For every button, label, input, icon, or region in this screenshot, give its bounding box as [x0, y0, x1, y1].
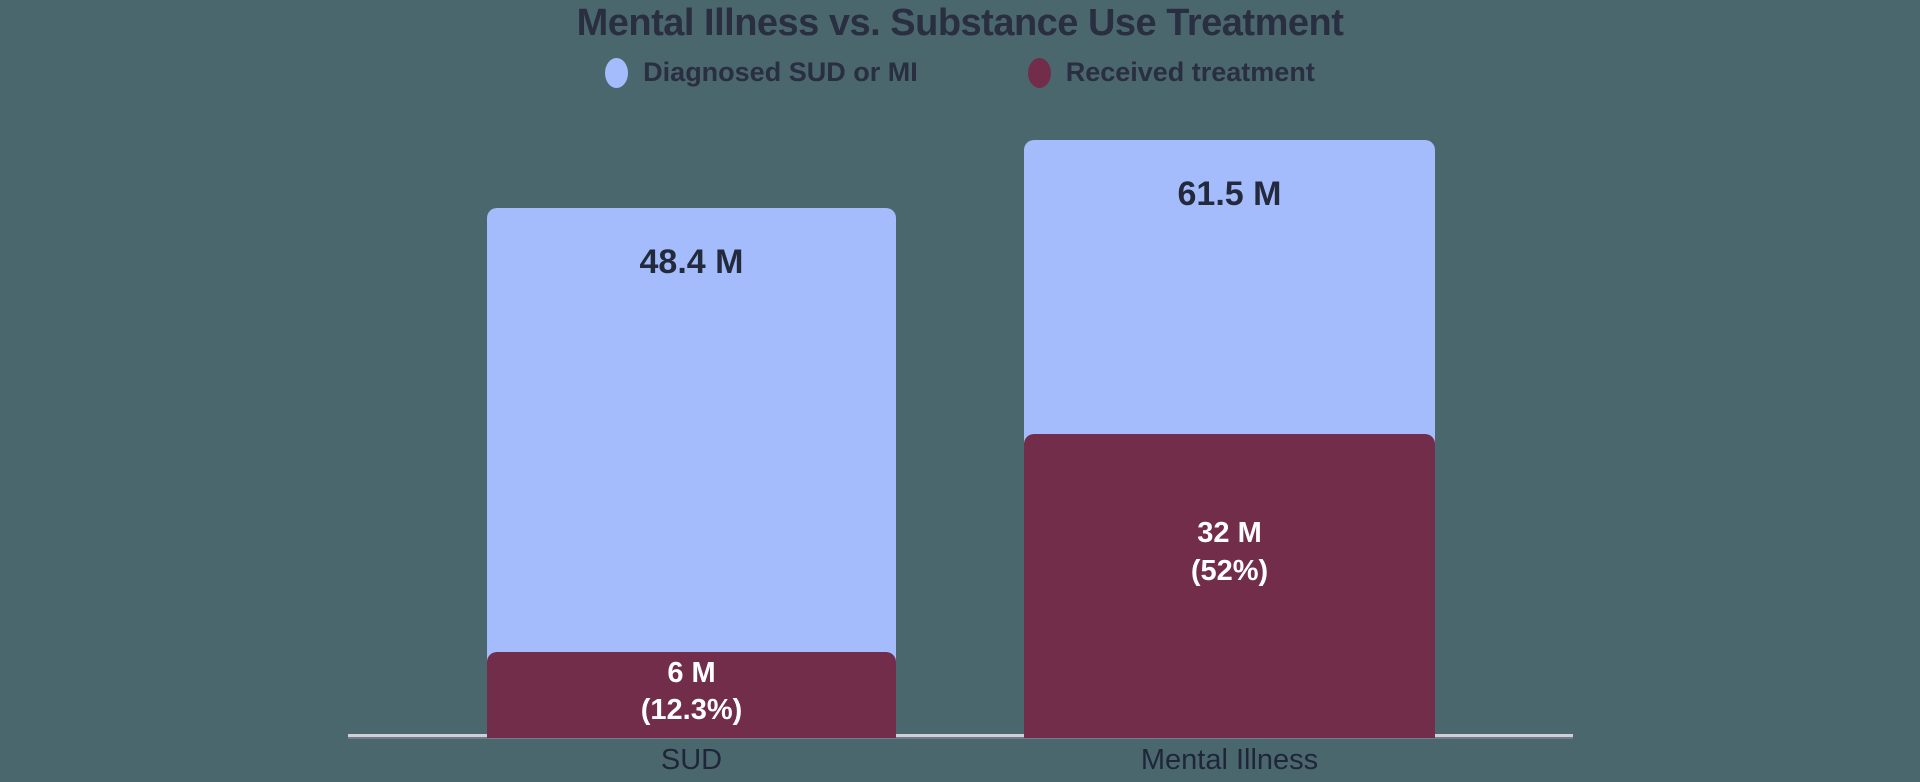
- x-axis-label-sud: SUD: [660, 744, 723, 776]
- x-axis-line: [348, 734, 1573, 739]
- chart-title: Mental Illness vs. Substance Use Treatme…: [576, 2, 1344, 44]
- value-label-sud-treated: 6 M (12.3%): [487, 655, 896, 729]
- value-label-mi-treated: 32 M (52%): [1024, 514, 1435, 590]
- value-label-sud-treated-count: 6 M: [667, 657, 716, 689]
- bar-mi-treated: [1024, 434, 1435, 738]
- value-label-sud-treated-percent: (12.3%): [640, 694, 743, 726]
- legend-label-diagnosed: Diagnosed SUD or MI: [643, 57, 918, 87]
- legend-swatch-treated-icon: [1027, 57, 1051, 88]
- value-label-mi-diagnosed: 61.5 M: [1177, 175, 1282, 213]
- legend-swatch-diagnosed-icon: [605, 57, 629, 88]
- value-label-sud-diagnosed: 48.4 M: [639, 243, 744, 281]
- bar-sud-treated: [487, 652, 896, 738]
- legend: Diagnosed SUD or MI Received treatment: [0, 57, 1920, 88]
- bar-sud-diagnosed: [487, 208, 896, 738]
- legend-item-treated: Received treatment: [1027, 57, 1315, 88]
- value-label-mi-treated-count: 32 M: [1197, 517, 1262, 549]
- value-label-mi-treated-percent: (52%): [1190, 555, 1269, 587]
- x-axis-label-mental-illness: Mental Illness: [1140, 744, 1319, 776]
- legend-item-diagnosed: Diagnosed SUD or MI: [605, 57, 918, 88]
- legend-label-treated: Received treatment: [1065, 57, 1315, 87]
